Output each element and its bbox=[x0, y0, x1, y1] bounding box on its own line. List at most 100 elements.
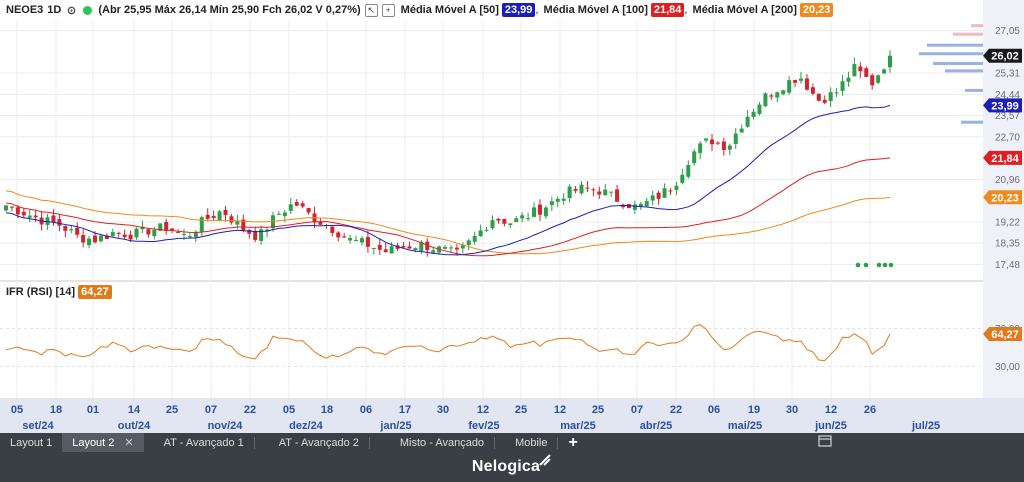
back-icon[interactable]: ↖ bbox=[364, 3, 378, 17]
ma200-axis-tag: 20,23 bbox=[991, 192, 1019, 204]
candle-body bbox=[235, 221, 240, 225]
tab-at-avancado-2[interactable]: AT - Avançado 2 bbox=[269, 433, 369, 452]
signal-dot bbox=[888, 262, 894, 268]
tab-misto-avancado[interactable]: Misto - Avançado bbox=[390, 433, 494, 452]
candle-body bbox=[152, 229, 157, 236]
candle-body bbox=[104, 235, 109, 239]
candle-body bbox=[407, 246, 412, 249]
candle-body bbox=[241, 219, 246, 231]
ma50-value: 23,99 bbox=[501, 3, 536, 17]
candle-body bbox=[615, 189, 620, 202]
candle-body bbox=[205, 214, 210, 219]
day-tick-label: 22 bbox=[244, 404, 256, 416]
candle-body bbox=[454, 247, 459, 250]
candle-body bbox=[69, 229, 74, 231]
day-tick-label: 14 bbox=[128, 404, 141, 416]
day-tick-label: 06 bbox=[708, 404, 720, 416]
candle-body bbox=[63, 226, 68, 231]
candle-body bbox=[342, 236, 347, 238]
ma50-label: Média Móvel A [50] bbox=[400, 4, 499, 16]
day-tick-label: 17 bbox=[399, 404, 411, 416]
candle-body bbox=[591, 189, 596, 191]
day-tick-label: 30 bbox=[437, 404, 449, 416]
candle-body bbox=[276, 213, 281, 215]
candle-body bbox=[33, 215, 38, 218]
candle-body bbox=[763, 93, 768, 107]
candle-body bbox=[306, 208, 311, 213]
tab-label: Mobile bbox=[515, 436, 548, 449]
ma200-label: Média Móvel A [200] bbox=[692, 4, 797, 16]
day-tick-label: 25 bbox=[592, 404, 604, 416]
candle-body bbox=[383, 249, 388, 253]
candle-body bbox=[170, 228, 175, 231]
separator-text: , bbox=[684, 4, 691, 16]
price-tick-label: 24,44 bbox=[995, 90, 1020, 101]
signal-dot bbox=[863, 262, 869, 268]
brand-logo: Nelogica bbox=[471, 458, 541, 475]
candle-body bbox=[300, 203, 305, 207]
candle-body bbox=[846, 77, 851, 82]
candle-body bbox=[466, 240, 471, 245]
candle-body bbox=[134, 228, 139, 238]
candle-body bbox=[496, 218, 501, 221]
candle-body bbox=[727, 145, 732, 150]
candle-body bbox=[882, 69, 887, 74]
month-tick-label: fev/25 bbox=[468, 420, 499, 432]
chart-header: NEOE3 1D (Abr 25,95 Máx 26,14 Mín 25,90 … bbox=[0, 0, 1024, 20]
candle-body bbox=[348, 237, 353, 241]
tab-layout-2[interactable]: Layout 2 ✕ bbox=[62, 433, 144, 452]
candle-body bbox=[336, 232, 341, 238]
volume-profile-bar bbox=[919, 52, 983, 56]
day-tick-label: 05 bbox=[11, 404, 23, 416]
day-tick-label: 12 bbox=[477, 404, 489, 416]
timeframe-label[interactable]: 1D bbox=[47, 4, 62, 16]
settings-icon[interactable] bbox=[66, 5, 77, 16]
candle-body bbox=[775, 92, 780, 98]
candle-body bbox=[532, 207, 537, 217]
month-tick-label: mai/25 bbox=[728, 420, 762, 432]
day-tick-label: 12 bbox=[554, 404, 566, 416]
candle-body bbox=[834, 92, 839, 94]
candle-body bbox=[621, 204, 626, 208]
candle-body bbox=[128, 234, 133, 240]
candle-body bbox=[597, 191, 602, 195]
candle-body bbox=[526, 218, 531, 220]
month-tick-label: mar/25 bbox=[560, 420, 595, 432]
candle-body bbox=[9, 206, 14, 208]
volume-profile-bar bbox=[927, 43, 983, 47]
add-tab-button[interactable]: + bbox=[568, 433, 578, 451]
candle-body bbox=[573, 189, 578, 191]
last-price-tag-bg bbox=[983, 48, 1022, 63]
candle-body bbox=[395, 245, 400, 249]
candle-body bbox=[561, 198, 566, 201]
symbol-label[interactable]: NEOE3 bbox=[6, 4, 44, 16]
month-tick-label: dez/24 bbox=[289, 420, 324, 432]
candle-body bbox=[211, 216, 216, 218]
ma50-line bbox=[5, 104, 891, 256]
day-tick-label: 01 bbox=[87, 404, 99, 416]
tab-mobile[interactable]: Mobile bbox=[505, 433, 557, 452]
candle-body bbox=[638, 203, 643, 207]
price-tick-label: 27,05 bbox=[995, 26, 1020, 37]
window-icon[interactable] bbox=[818, 435, 832, 450]
chart-canvas[interactable]: 27,0525,3124,4423,5722,7020,9619,2218,35… bbox=[0, 0, 1024, 433]
layout-tabbar: Layout 1 Layout 2 ✕ AT - Avançado 1 AT - … bbox=[0, 433, 1024, 452]
candle-body bbox=[662, 188, 667, 198]
candle-body bbox=[158, 223, 163, 231]
close-icon[interactable]: ✕ bbox=[124, 437, 134, 449]
ma50-axis-tag: 23,99 bbox=[991, 100, 1019, 112]
tab-layout-1[interactable]: Layout 1 bbox=[0, 433, 62, 452]
day-tick-label: 30 bbox=[786, 404, 798, 416]
candle-body bbox=[710, 139, 715, 145]
candle-body bbox=[247, 229, 252, 234]
candle-body bbox=[57, 219, 62, 226]
price-tick-label: 19,22 bbox=[995, 217, 1020, 228]
candle-body bbox=[668, 190, 673, 192]
day-tick-label: 25 bbox=[166, 404, 178, 416]
candle-body bbox=[674, 185, 679, 190]
add-indicator-icon[interactable]: + bbox=[381, 3, 395, 17]
day-tick-label: 25 bbox=[515, 404, 527, 416]
volume-profile-bar bbox=[965, 88, 983, 92]
tab-at-avancado-1[interactable]: AT - Avançado 1 bbox=[154, 433, 254, 452]
tab-label: Layout 1 bbox=[10, 436, 53, 449]
